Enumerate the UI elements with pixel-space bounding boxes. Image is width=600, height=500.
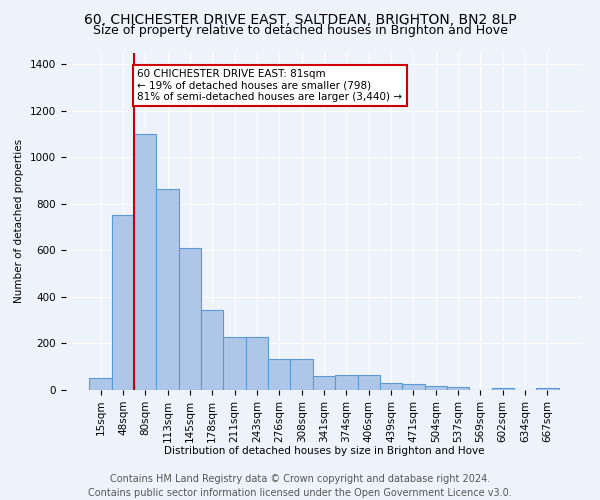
Y-axis label: Number of detached properties: Number of detached properties: [14, 139, 25, 304]
X-axis label: Distribution of detached houses by size in Brighton and Hove: Distribution of detached houses by size …: [164, 446, 484, 456]
Bar: [491, 388, 514, 390]
Bar: [313, 376, 335, 390]
Text: 60, CHICHESTER DRIVE EAST, SALTDEAN, BRIGHTON, BN2 8LP: 60, CHICHESTER DRIVE EAST, SALTDEAN, BRI…: [83, 12, 517, 26]
Text: 60 CHICHESTER DRIVE EAST: 81sqm
← 19% of detached houses are smaller (798)
81% o: 60 CHICHESTER DRIVE EAST: 81sqm ← 19% of…: [137, 69, 403, 102]
Bar: [89, 378, 112, 390]
Bar: [335, 375, 358, 390]
Bar: [112, 216, 134, 390]
Bar: [134, 134, 157, 390]
Bar: [223, 337, 246, 390]
Bar: [201, 310, 223, 390]
Bar: [179, 248, 201, 390]
Bar: [536, 388, 559, 390]
Bar: [425, 386, 447, 390]
Bar: [380, 384, 402, 390]
Bar: [157, 188, 179, 390]
Bar: [358, 375, 380, 390]
Bar: [246, 337, 268, 390]
Text: Contains HM Land Registry data © Crown copyright and database right 2024.
Contai: Contains HM Land Registry data © Crown c…: [88, 474, 512, 498]
Bar: [402, 384, 425, 390]
Text: Size of property relative to detached houses in Brighton and Hove: Size of property relative to detached ho…: [92, 24, 508, 37]
Bar: [447, 387, 469, 390]
Bar: [268, 358, 290, 390]
Bar: [290, 358, 313, 390]
